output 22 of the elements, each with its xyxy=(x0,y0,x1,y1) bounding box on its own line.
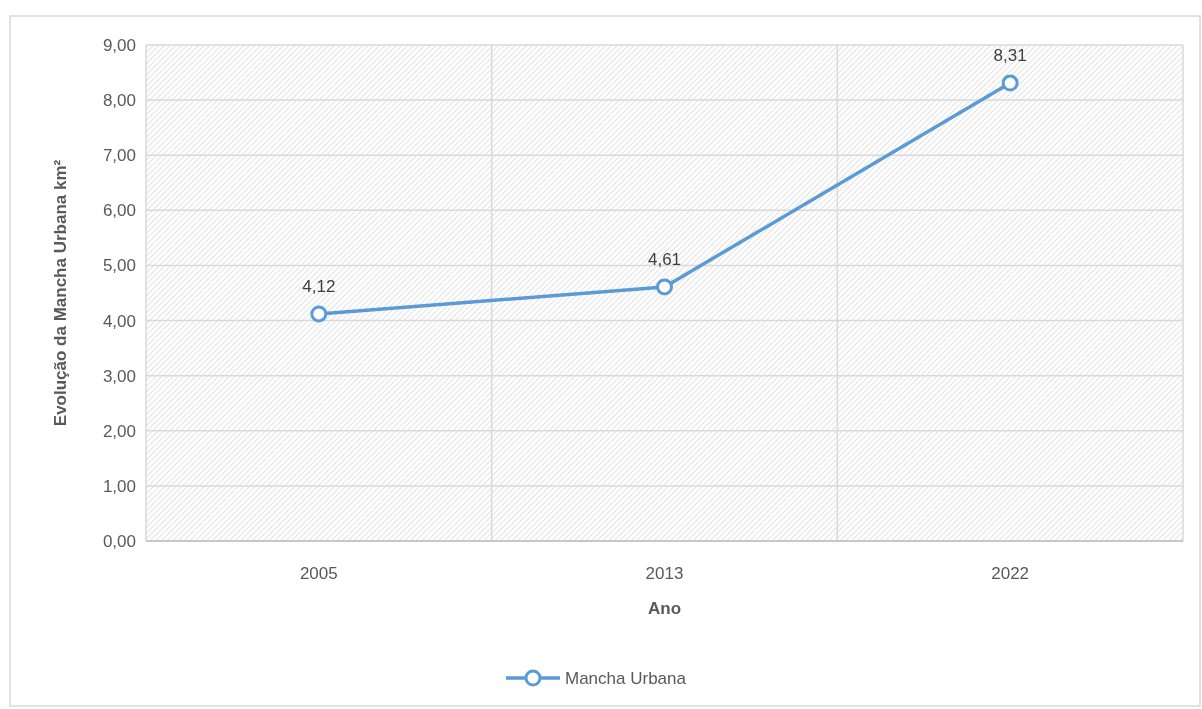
point xyxy=(656,278,673,296)
data-label: 4,61 xyxy=(647,249,682,269)
y-tick-label: 0,00 xyxy=(102,531,136,551)
point xyxy=(1001,74,1019,92)
data-label: 4,12 xyxy=(302,276,336,296)
y-tick-label: 3,00 xyxy=(102,366,136,386)
x-tick-label: 2005 xyxy=(299,564,338,583)
y-tick-label: 4,00 xyxy=(102,311,136,331)
x-tick-label: 2013 xyxy=(645,564,684,583)
y-axis-title: Evolução da Mancha Urbana km² xyxy=(51,159,70,427)
x-axis-title: Ano xyxy=(647,599,682,618)
y-tick-label: 9,00 xyxy=(102,35,136,55)
y-tick-label: 5,00 xyxy=(102,256,136,276)
y-tick-label: 1,00 xyxy=(102,476,136,496)
y-tick-label: 2,00 xyxy=(102,421,136,441)
y-tick-label: 8,00 xyxy=(102,91,136,111)
y-tick-label: 7,00 xyxy=(102,146,136,166)
y-tick-label: 6,00 xyxy=(102,201,136,221)
point xyxy=(310,305,328,323)
data-label: 8,31 xyxy=(993,46,1027,66)
x-tick-label: 2022 xyxy=(991,564,1030,583)
legend-label: Mancha Urbana xyxy=(565,668,687,688)
